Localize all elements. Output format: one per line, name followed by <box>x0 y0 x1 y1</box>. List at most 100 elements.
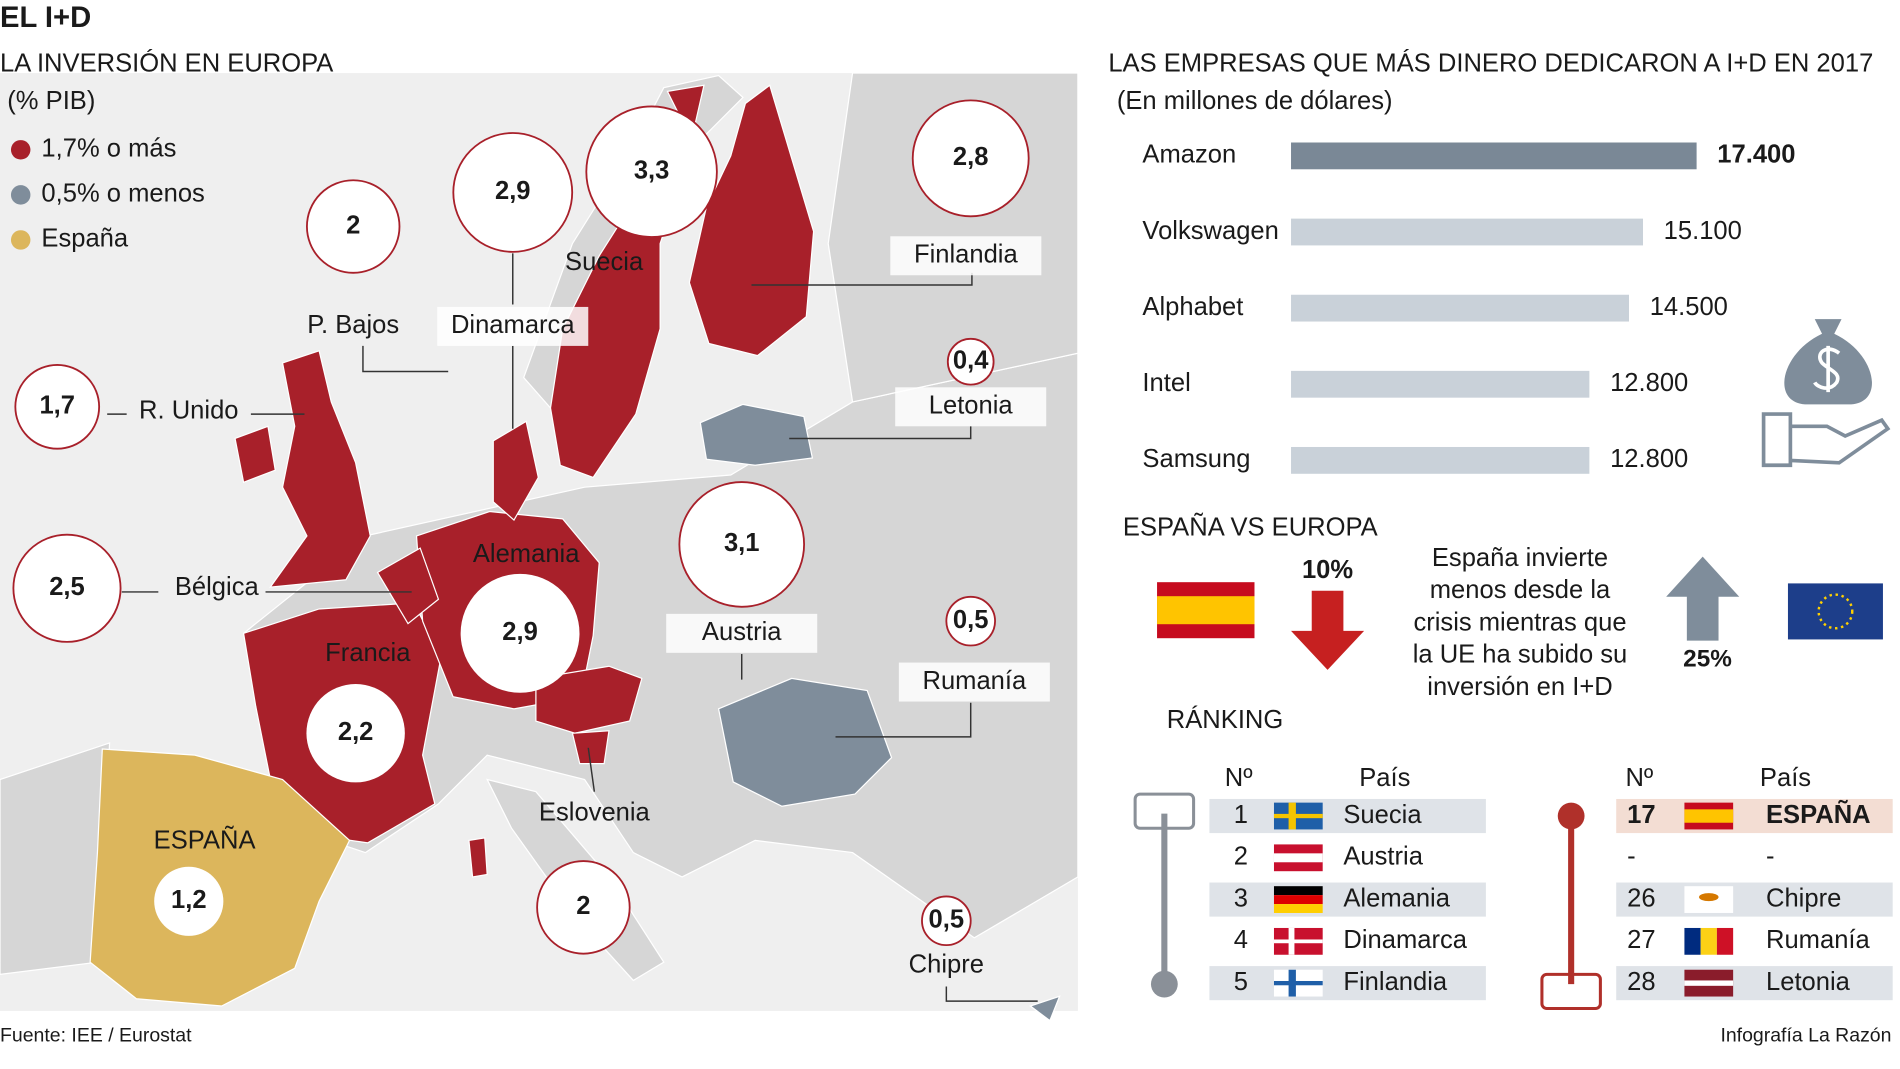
row-flag <box>1273 969 1323 997</box>
comparison-text: inversión en I+D <box>1427 673 1612 701</box>
row-flag <box>1684 886 1734 913</box>
row-flag <box>1684 802 1734 830</box>
rank-number: 26 <box>1627 884 1655 912</box>
hand-icon <box>1761 412 1891 468</box>
flag-part <box>1273 904 1323 913</box>
ranking-title: RÁNKING <box>1167 705 1283 734</box>
country-label: Chipre <box>909 951 984 979</box>
country-shape <box>571 730 610 765</box>
up-arrow <box>1666 556 1740 641</box>
country-name: Dinamarca <box>1343 926 1467 954</box>
value-label: 0,4 <box>953 346 989 374</box>
value-circle <box>460 573 580 693</box>
flag-part <box>1716 927 1734 955</box>
value-label: 2,2 <box>338 718 374 746</box>
legend-swatch <box>10 185 31 205</box>
source: Fuente: IEE / Eurostat <box>0 1025 192 1047</box>
value-circle <box>154 866 224 936</box>
row-flag <box>1273 802 1323 830</box>
row-flag <box>1273 886 1323 913</box>
country-name: Chipre <box>1766 884 1841 912</box>
value-label: 1,7 <box>39 392 75 420</box>
money-icon <box>1540 972 1602 1010</box>
rank-number: 5 <box>1234 968 1248 996</box>
flag-part <box>1273 980 1323 986</box>
connector-line <box>835 702 972 738</box>
country-name: Suecia <box>1343 801 1422 829</box>
country-label: Dinamarca <box>451 311 575 339</box>
value-label: 0,5 <box>953 606 989 634</box>
country-name: Rumanía <box>1766 926 1871 954</box>
right-panel: LAS EMPRESAS QUE MÁS DINERO DEDICARON A … <box>1108 48 1893 1047</box>
country-name: Letonia <box>1766 968 1851 996</box>
legend-label: 1,7% o más <box>41 135 176 163</box>
label-box <box>898 662 1050 702</box>
bar-category: Intel <box>1142 369 1190 397</box>
row-shade <box>1616 882 1893 917</box>
table-header: País <box>1359 764 1410 792</box>
country-label: Francia <box>325 639 411 667</box>
bar-value-label: 12.800 <box>1610 445 1688 473</box>
flag-part <box>1684 809 1734 823</box>
connector-line <box>587 747 596 792</box>
value-label: 2,5 <box>49 573 85 601</box>
rank-number: 27 <box>1627 926 1655 954</box>
map-subtitle: (% PIB) <box>7 87 95 115</box>
bar-value-label: 14.500 <box>1650 293 1728 321</box>
spain-change: 10% <box>1302 556 1353 584</box>
value-label: 0,5 <box>929 906 965 934</box>
label-box <box>666 613 818 653</box>
comparison-text: menos desde la <box>1430 576 1611 604</box>
comparison-title: ESPAÑA VS EUROPA <box>1123 512 1378 541</box>
dollar-glyph <box>1813 345 1841 393</box>
value-label: 3,1 <box>724 529 760 557</box>
legend-label: 0,5% o menos <box>41 180 204 208</box>
row-shade <box>1616 966 1893 1001</box>
credit: Infografía La Razón <box>1720 1025 1891 1047</box>
bar <box>1291 218 1643 246</box>
country-shape <box>688 84 815 357</box>
country-name: Alemania <box>1343 884 1450 912</box>
bar <box>1291 446 1590 474</box>
down-arrow <box>1291 590 1365 670</box>
country-label: Alemania <box>473 540 580 568</box>
land <box>1029 995 1061 1022</box>
value-label: 2,8 <box>953 143 989 171</box>
rank-number: 28 <box>1627 968 1655 996</box>
eu-flag <box>1787 583 1883 640</box>
bar-category: Alphabet <box>1142 293 1243 321</box>
value-circle <box>921 895 972 947</box>
country-label: Austria <box>702 618 782 646</box>
row-flag <box>1684 927 1734 955</box>
value-circle <box>12 533 122 643</box>
country-shape <box>492 420 539 522</box>
country-shape <box>699 403 814 466</box>
flag-part <box>1273 813 1323 819</box>
map: EL I+D LA INVERSIÓN EN EUROPA (% PIB) 1,7% … <box>0 2 1079 1047</box>
country-label: Finlandia <box>914 241 1019 269</box>
country-shape <box>234 425 276 484</box>
country-label: Letonia <box>929 392 1014 420</box>
row-flag <box>1273 927 1323 955</box>
bar-value-label: 17.400 <box>1717 141 1795 169</box>
bar-category: Amazon <box>1142 141 1236 169</box>
row-flag <box>1684 969 1734 997</box>
flag-part <box>1157 596 1255 625</box>
value-circle <box>306 684 405 783</box>
rank-number: 17 <box>1627 801 1655 829</box>
value-circle <box>678 481 806 608</box>
flag-part <box>1699 893 1719 902</box>
value-circle <box>911 99 1030 218</box>
country-label: P. Bajos <box>307 311 399 339</box>
value-label: 2 <box>576 892 590 920</box>
label-box <box>895 387 1047 427</box>
spain-flag <box>1157 582 1255 639</box>
flag-part <box>1273 895 1323 905</box>
row-shade <box>1209 882 1486 917</box>
value-label: 1,2 <box>171 886 207 914</box>
bar-category: Samsung <box>1142 445 1250 473</box>
legend-label: España <box>41 225 128 253</box>
flag-part <box>1273 939 1323 944</box>
chart-subtitle: (En millones de dólares) <box>1117 87 1393 115</box>
flag-part <box>1273 853 1323 863</box>
